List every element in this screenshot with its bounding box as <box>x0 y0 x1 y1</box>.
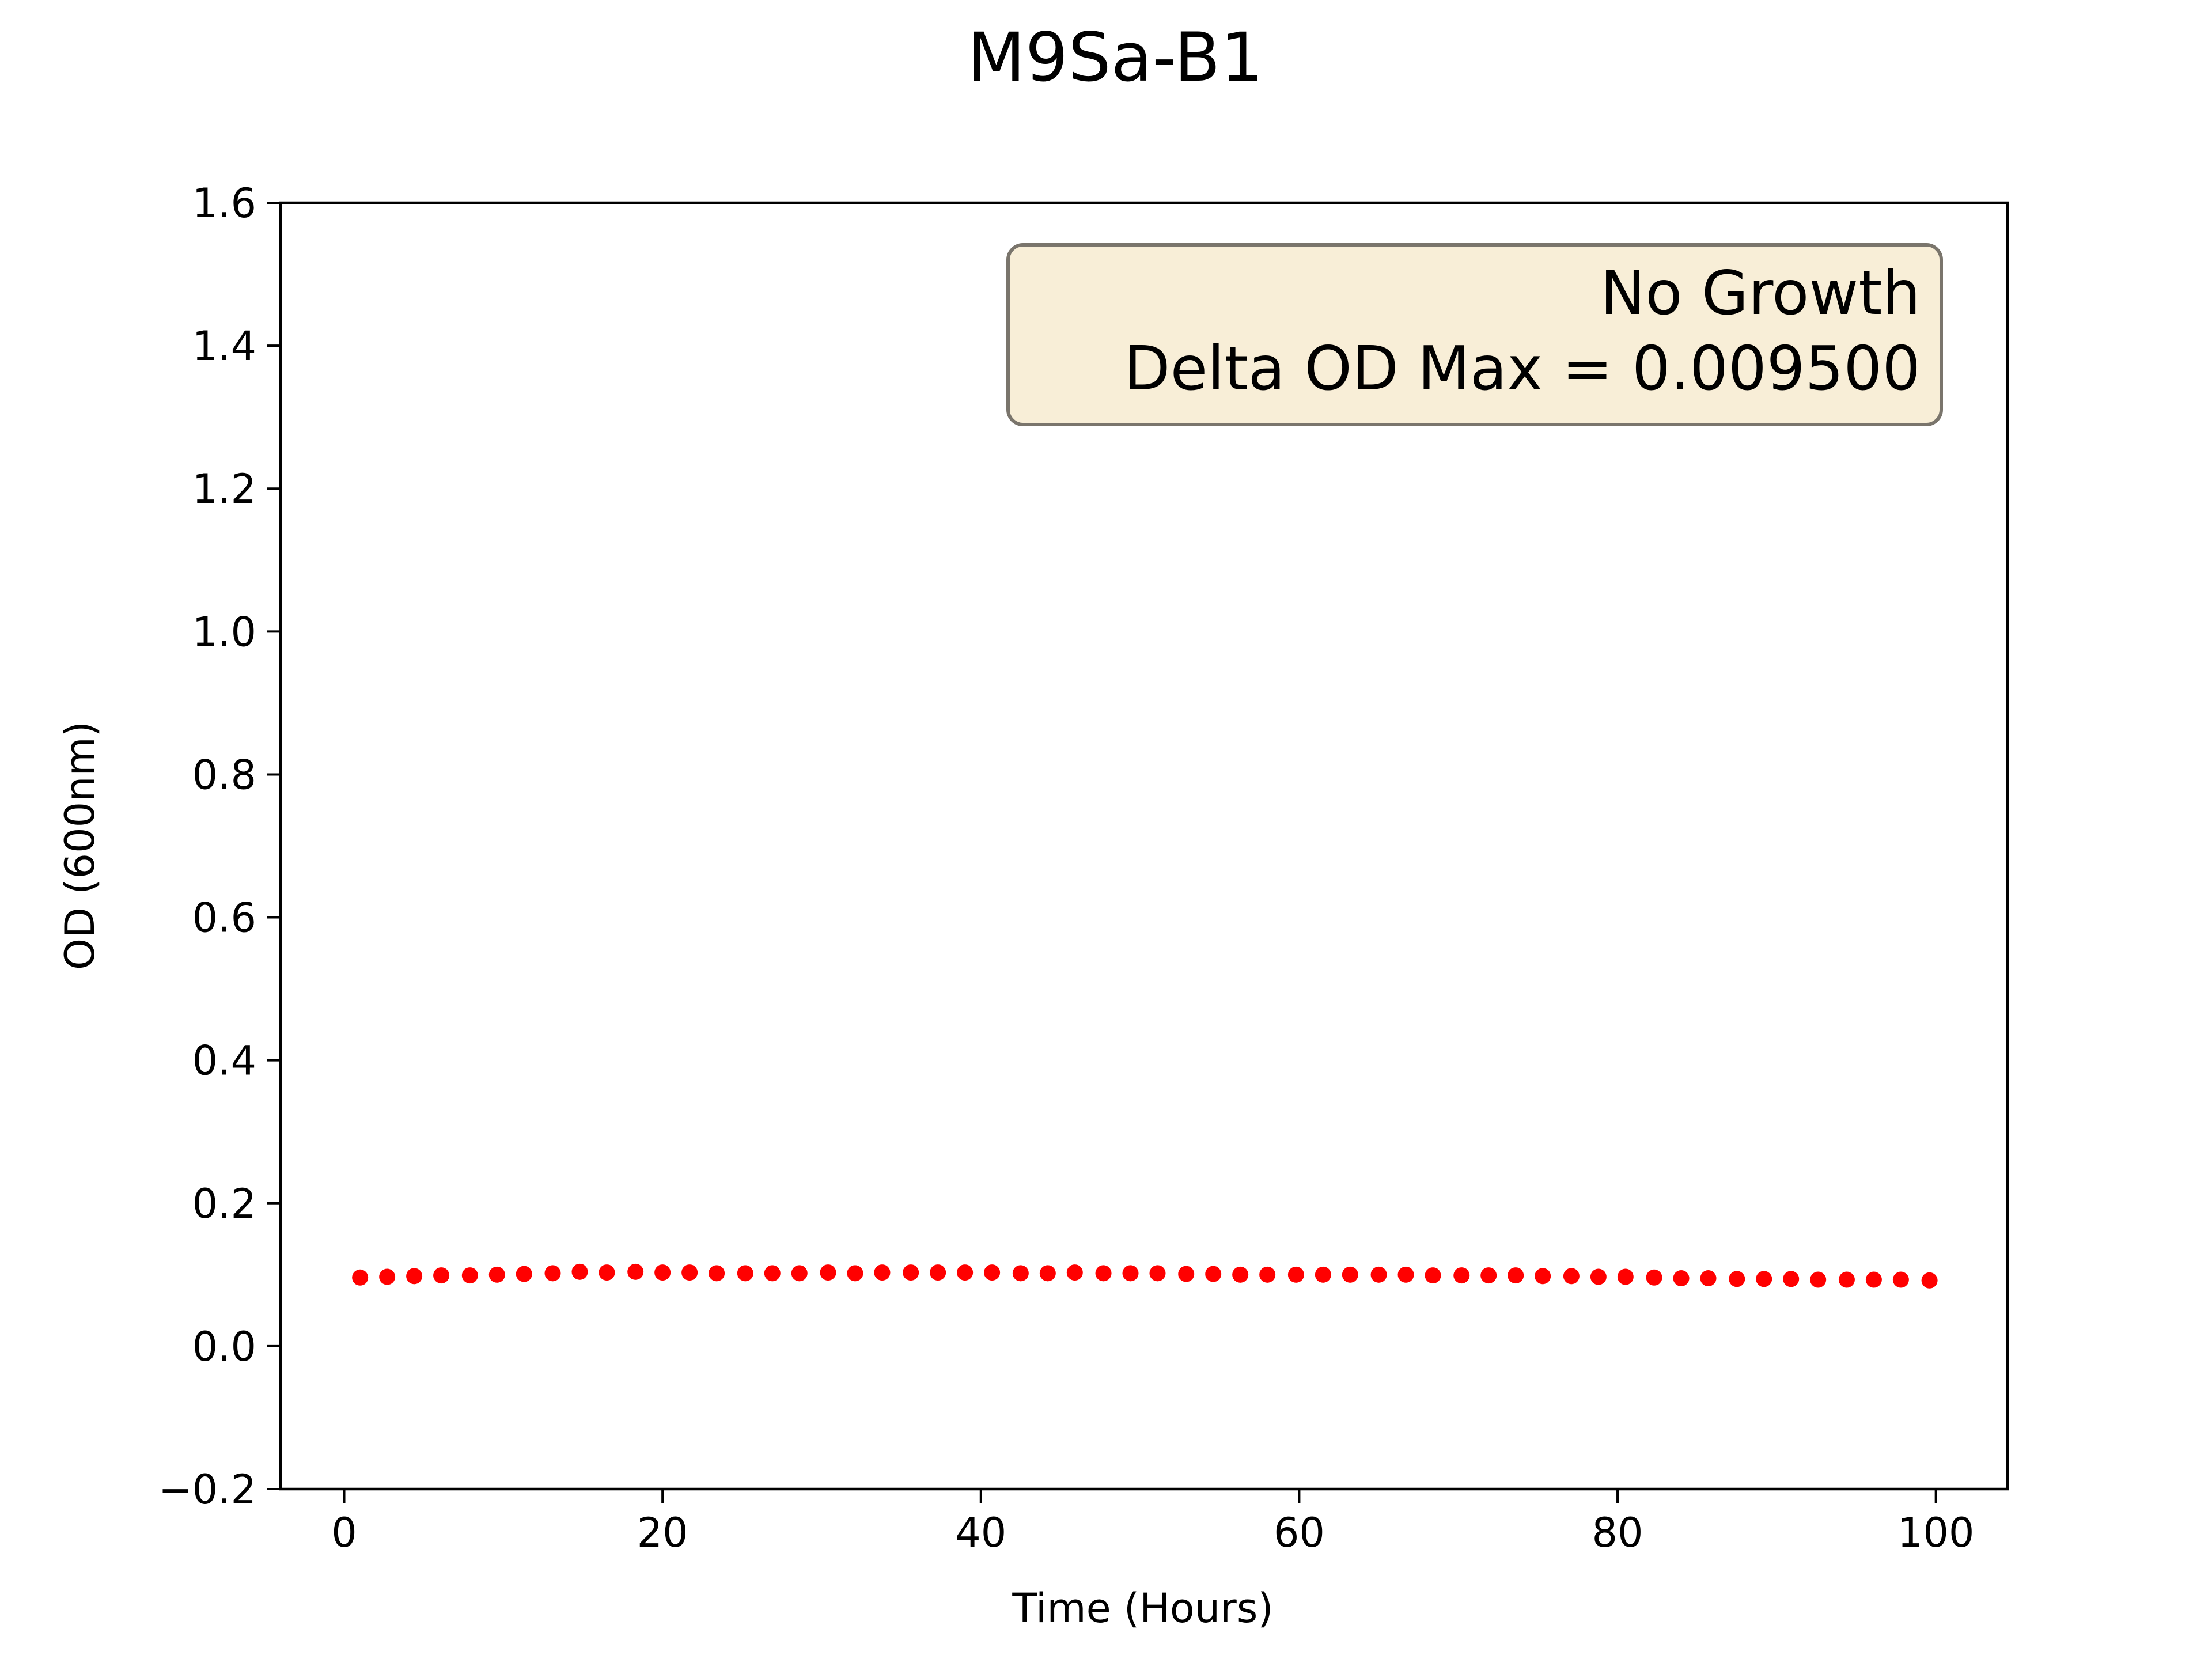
x-tick-label: 60 <box>1274 1509 1325 1556</box>
data-point <box>599 1264 615 1281</box>
data-point <box>1700 1270 1717 1287</box>
data-point <box>1095 1265 1112 1282</box>
data-point <box>1590 1268 1607 1285</box>
x-tick-label: 100 <box>1897 1509 1975 1556</box>
data-point <box>1039 1265 1056 1282</box>
data-point <box>1259 1266 1276 1283</box>
data-point <box>847 1265 863 1282</box>
data-point <box>627 1263 644 1280</box>
data-point <box>433 1267 450 1284</box>
y-tick-label: 1.0 <box>192 608 256 656</box>
x-tick-label: 20 <box>637 1509 688 1556</box>
data-point <box>1756 1271 1772 1287</box>
data-point <box>957 1264 974 1281</box>
y-tick-label: 0.8 <box>192 751 256 798</box>
x-axis-label: Time (Hours) <box>1012 1585 1273 1632</box>
data-point <box>903 1264 919 1281</box>
data-point <box>1783 1271 1800 1287</box>
data-point <box>1012 1265 1029 1282</box>
y-tick-label: 0.0 <box>192 1323 256 1370</box>
data-point <box>1563 1268 1580 1285</box>
data-point <box>1810 1271 1827 1288</box>
data-point <box>1122 1265 1139 1282</box>
chart-title: M9Sa-B1 <box>967 18 1263 97</box>
plot-frame <box>279 201 2009 1491</box>
data-point <box>874 1264 891 1281</box>
x-tick-label: 80 <box>1592 1509 1643 1556</box>
x-tick-label: 0 <box>331 1509 357 1556</box>
y-tick-label: 1.2 <box>192 465 256 513</box>
data-point <box>1838 1271 1855 1288</box>
data-point <box>1535 1268 1551 1285</box>
data-point <box>1178 1266 1195 1282</box>
data-point <box>1370 1266 1387 1283</box>
data-point <box>764 1265 781 1282</box>
data-point <box>1149 1265 1166 1282</box>
data-point <box>984 1264 1001 1281</box>
data-point <box>1865 1271 1882 1288</box>
data-point <box>516 1266 532 1282</box>
y-tick-label: 0.4 <box>192 1037 256 1085</box>
data-point <box>709 1265 725 1282</box>
data-point <box>571 1263 588 1280</box>
data-point <box>488 1266 505 1283</box>
data-point <box>379 1268 396 1285</box>
data-point <box>1617 1268 1634 1285</box>
data-points <box>352 1263 1938 1289</box>
x-axis: 0 20 40 60 80 100 <box>331 1489 1974 1556</box>
data-point <box>1397 1266 1414 1283</box>
data-point <box>1892 1271 1909 1288</box>
y-tick-label: 1.6 <box>192 180 256 227</box>
data-point <box>1508 1267 1524 1284</box>
data-point <box>1921 1272 1938 1289</box>
annotation-line-1: No Growth <box>1600 258 1921 328</box>
data-point <box>654 1264 671 1281</box>
annotation-box: No Growth Delta OD Max = 0.009500 <box>1006 243 1943 426</box>
data-point <box>1287 1266 1304 1283</box>
data-point <box>1646 1269 1662 1286</box>
data-point <box>1453 1267 1470 1284</box>
data-point <box>737 1265 753 1282</box>
data-point <box>1729 1271 1745 1287</box>
y-tick-label: 1.4 <box>192 323 256 370</box>
y-axis-label: OD (600nm) <box>56 721 104 970</box>
y-tick-label: −0.2 <box>158 1466 256 1513</box>
data-point <box>1205 1266 1222 1282</box>
data-point <box>1425 1267 1441 1284</box>
y-tick-label: 0.6 <box>192 895 256 942</box>
data-point <box>352 1269 369 1286</box>
data-point <box>544 1265 561 1282</box>
data-point <box>1315 1266 1331 1283</box>
data-point <box>791 1265 808 1282</box>
data-point <box>1673 1270 1690 1287</box>
data-point <box>1480 1267 1497 1284</box>
x-tick-label: 40 <box>955 1509 1006 1556</box>
data-point <box>1232 1266 1249 1283</box>
y-tick-label: 0.2 <box>192 1180 256 1228</box>
data-point <box>461 1267 478 1284</box>
data-point <box>681 1264 698 1281</box>
y-axis: −0.2 0.0 0.2 0.4 0.6 0.8 1.0 1.2 1.4 1.6 <box>158 180 281 1513</box>
data-point <box>930 1264 946 1281</box>
data-point <box>1342 1266 1358 1283</box>
data-point <box>1066 1264 1083 1281</box>
data-point <box>820 1264 836 1281</box>
annotation-line-2: Delta OD Max = 0.009500 <box>1124 334 1921 404</box>
data-point <box>406 1268 423 1285</box>
